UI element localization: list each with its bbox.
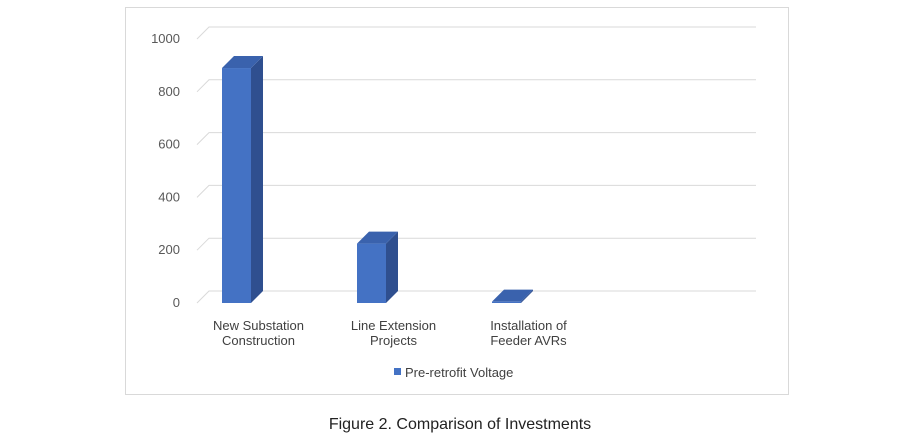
legend-label: Pre-retrofit Voltage bbox=[405, 365, 513, 380]
y-tick-label-3: 600 bbox=[158, 137, 180, 152]
bar-2 bbox=[492, 289, 533, 303]
bar-top-2 bbox=[492, 289, 533, 302]
y-tick-label-1: 200 bbox=[158, 242, 180, 257]
gridline-0 bbox=[196, 290, 756, 304]
legend: Pre-retrofit Voltage bbox=[394, 365, 513, 380]
figure-caption: Figure 2. Comparison of Investments bbox=[328, 416, 592, 433]
y-axis-ticks: 0 200 400 600 800 1000 bbox=[151, 31, 180, 310]
x-category-label-1: Line Extension Projects bbox=[351, 318, 436, 348]
bar-top-1 bbox=[357, 231, 398, 244]
gridline-2 bbox=[196, 184, 756, 198]
bar-side-1 bbox=[386, 231, 398, 303]
x-category-label-2: Installation of Feeder AVRs bbox=[490, 318, 567, 348]
y-tick-label-5: 1000 bbox=[151, 31, 180, 46]
gridline-5 bbox=[196, 26, 756, 40]
x-category-label-0: New Substation Construction bbox=[213, 318, 304, 348]
bar-top-0 bbox=[222, 56, 263, 69]
bar-0 bbox=[222, 56, 263, 303]
bar-1 bbox=[357, 231, 398, 303]
bar-side-0 bbox=[251, 56, 263, 303]
bar-front-1 bbox=[357, 243, 386, 303]
y-tick-label-2: 400 bbox=[158, 189, 180, 204]
y-tick-label-4: 800 bbox=[158, 84, 180, 99]
gridline-3 bbox=[196, 132, 756, 145]
bars bbox=[222, 56, 533, 303]
gridline-1 bbox=[196, 237, 756, 251]
bar-front-0 bbox=[222, 68, 251, 303]
bar-chart: 0 200 400 600 800 1000 New Substation Construc… bbox=[151, 26, 756, 380]
gridlines bbox=[196, 26, 756, 304]
x-axis-categories: New Substation Construction Line Extension… bbox=[213, 318, 567, 348]
legend-swatch bbox=[394, 368, 401, 375]
y-tick-label-0: 0 bbox=[173, 295, 180, 310]
bar-side-2 bbox=[521, 289, 533, 303]
gridline-4 bbox=[196, 79, 756, 93]
bar-front-2 bbox=[492, 301, 521, 303]
